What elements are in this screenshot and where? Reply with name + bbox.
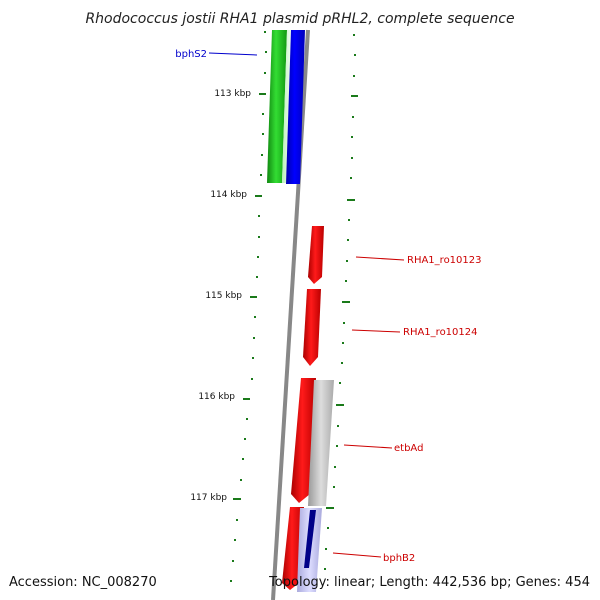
gene-feature-grey <box>308 380 334 506</box>
gene-label-bphS2[interactable]: bphS2 <box>175 49 207 60</box>
tick-label-113kbp: 113 kbp <box>214 89 251 99</box>
gene-label-RHA1_ro10124[interactable]: RHA1_ro10124 <box>403 327 478 338</box>
gene-feature-bphS2[interactable] <box>286 30 305 184</box>
gene-label-RHA1_ro10123[interactable]: RHA1_ro10123 <box>407 255 482 266</box>
left-tick-track <box>230 31 267 582</box>
gene-feature-RHA1_ro10124[interactable] <box>303 289 321 366</box>
summary-text: Topology: linear; Length: 442,536 bp; Ge… <box>268 575 590 590</box>
right-tick-track <box>324 34 358 570</box>
tick-label-117kbp: 117 kbp <box>190 493 227 503</box>
leader-RHA1_ro10124 <box>351 329 401 333</box>
map-title: Rhodococcus jostii RHA1 plasmid pRHL2, c… <box>85 11 514 27</box>
tick-label-115kbp: 115 kbp <box>205 291 242 301</box>
gene-feature-RHA1_ro10123[interactable] <box>308 226 324 284</box>
gene-feature-bphB2[interactable] <box>304 510 316 568</box>
sequence-backbone <box>271 29 310 600</box>
leader-bphS2 <box>208 52 258 56</box>
gene-feature-green-light <box>282 30 291 183</box>
leader-RHA1_ro10123 <box>355 256 405 261</box>
tick-label-116kbp: 116 kbp <box>198 392 235 402</box>
gene-feature-green[interactable] <box>267 30 287 183</box>
gene-label-bphB2[interactable]: bphB2 <box>383 553 415 564</box>
tick-label-114kbp: 114 kbp <box>210 190 247 200</box>
leader-etbAd <box>343 444 393 449</box>
leader-bphB2 <box>332 552 382 558</box>
accession-text: Accession: NC_008270 <box>9 575 157 590</box>
gene-label-etbAd[interactable]: etbAd <box>394 443 423 454</box>
